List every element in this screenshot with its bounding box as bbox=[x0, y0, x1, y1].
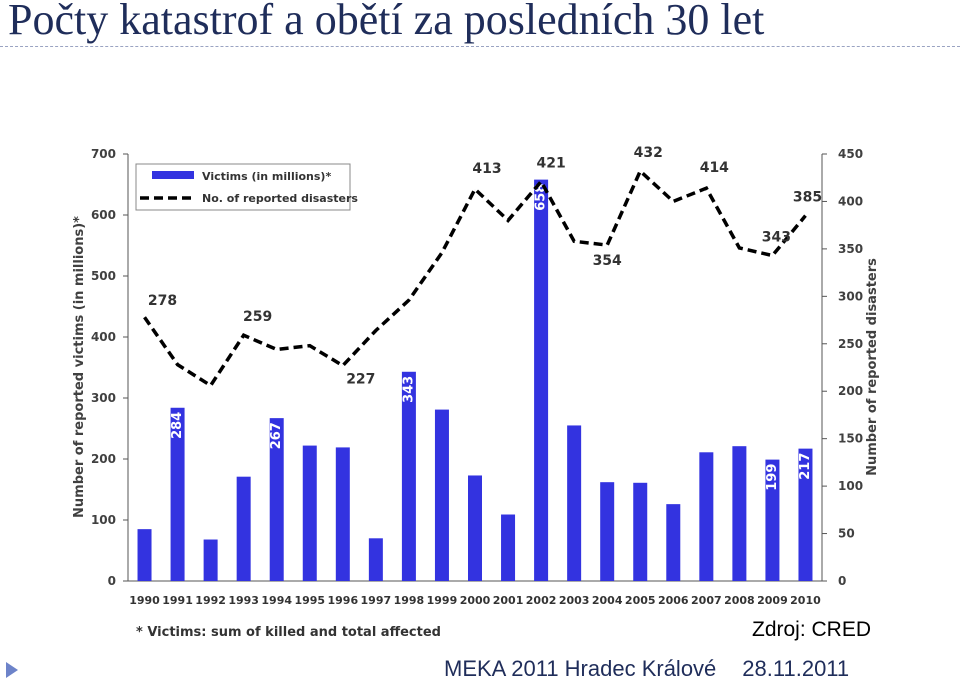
right-tick-label: 100 bbox=[838, 479, 863, 493]
x-tick-label: 2000 bbox=[460, 594, 491, 607]
victims-bar bbox=[434, 409, 449, 581]
left-tick-label: 300 bbox=[91, 391, 116, 405]
left-tick-label: 500 bbox=[91, 269, 116, 283]
left-tick-label: 400 bbox=[91, 330, 116, 344]
victims-data-label: 199 bbox=[765, 464, 780, 491]
x-tick-label: 1996 bbox=[327, 594, 358, 607]
legend-bar-label: Victims (in millions)* bbox=[202, 170, 331, 183]
victims-bar bbox=[699, 452, 714, 581]
right-tick-label: 400 bbox=[838, 194, 863, 208]
victims-bar bbox=[534, 179, 549, 581]
x-tick-label: 1995 bbox=[294, 594, 325, 607]
x-tick-label: 2002 bbox=[526, 594, 557, 607]
legend-line-label: No. of reported disasters bbox=[202, 192, 358, 205]
x-tick-label: 1992 bbox=[195, 594, 226, 607]
victims-bar bbox=[335, 447, 350, 581]
title-divider bbox=[0, 46, 960, 47]
victims-bar bbox=[137, 529, 152, 581]
victims-bar bbox=[368, 538, 383, 581]
left-tick-label: 700 bbox=[91, 147, 116, 161]
x-tick-label: 2008 bbox=[724, 594, 755, 607]
victims-bar bbox=[501, 514, 516, 581]
victims-bar bbox=[732, 446, 747, 581]
x-tick-label: 2010 bbox=[790, 594, 821, 607]
right-tick-label: 200 bbox=[838, 384, 863, 398]
x-tick-label: 1997 bbox=[361, 594, 392, 607]
disasters-data-label: 432 bbox=[634, 145, 663, 161]
disasters-data-label: 385 bbox=[793, 190, 822, 206]
victims-bar bbox=[666, 504, 681, 581]
victims-bar bbox=[798, 448, 813, 581]
x-tick-label: 1994 bbox=[261, 594, 292, 607]
x-tick-label: 1991 bbox=[162, 594, 193, 607]
right-tick-label: 250 bbox=[838, 337, 863, 351]
chart-footnote: * Victims: sum of killed and total affec… bbox=[136, 625, 441, 640]
victims-bar bbox=[468, 475, 482, 581]
victims-bar bbox=[236, 476, 251, 581]
x-tick-label: 1998 bbox=[394, 594, 425, 607]
victims-data-label: 267 bbox=[269, 422, 284, 449]
disasters-data-label: 421 bbox=[536, 156, 565, 172]
x-tick-label: 2003 bbox=[559, 594, 590, 607]
legend-bar-swatch bbox=[152, 171, 194, 179]
footer-date: 28.11.2011 bbox=[742, 656, 850, 681]
left-tick-label: 600 bbox=[91, 208, 116, 222]
footer-event: MEKA 2011 Hradec Králové bbox=[444, 656, 717, 681]
footer: MEKA 2011 Hradec Králové 28.11.2011 bbox=[444, 656, 849, 682]
disasters-data-label: 354 bbox=[593, 253, 622, 269]
left-tick-label: 0 bbox=[108, 574, 116, 588]
disasters-data-label: 278 bbox=[148, 293, 177, 309]
right-tick-label: 150 bbox=[838, 432, 863, 446]
bullet-triangle-icon bbox=[6, 662, 18, 678]
x-tick-label: 2005 bbox=[625, 594, 656, 607]
victims-bar bbox=[269, 418, 284, 581]
victims-data-label: 343 bbox=[401, 376, 416, 403]
victims-bar bbox=[302, 445, 317, 581]
x-tick-label: 2006 bbox=[658, 594, 689, 607]
slide-title: Počty katastrof a obětí za posledních 30… bbox=[8, 0, 765, 44]
victims-bar bbox=[401, 371, 416, 581]
disasters-line bbox=[143, 168, 807, 388]
right-tick-label: 450 bbox=[838, 147, 863, 161]
x-tick-label: 2001 bbox=[493, 594, 524, 607]
left-axis-title: Number of reported victims (in millions)… bbox=[72, 216, 87, 518]
x-tick-label: 2004 bbox=[592, 594, 623, 607]
source-note: Zdroj: CRED bbox=[752, 618, 872, 641]
left-tick-label: 100 bbox=[91, 513, 116, 527]
x-tick-label: 1993 bbox=[228, 594, 259, 607]
disasters-data-label: 343 bbox=[762, 230, 791, 246]
disasters-data-label: 414 bbox=[700, 160, 729, 176]
disasters-data-label: 259 bbox=[243, 309, 272, 325]
right-tick-label: 300 bbox=[838, 289, 863, 303]
victims-data-label: 284 bbox=[170, 412, 185, 439]
right-tick-label: 0 bbox=[838, 574, 846, 588]
victims-bar bbox=[203, 539, 218, 581]
victims-bar bbox=[633, 482, 648, 581]
victims-bar bbox=[170, 407, 185, 581]
left-tick-label: 200 bbox=[91, 452, 116, 466]
victims-bar bbox=[567, 425, 582, 581]
disasters-data-label: 227 bbox=[346, 372, 375, 388]
x-tick-label: 2007 bbox=[691, 594, 722, 607]
right-axis-title: Number of reported disasters bbox=[865, 258, 880, 476]
disasters-data-label: 413 bbox=[472, 161, 501, 177]
victims-bar bbox=[765, 459, 780, 581]
x-tick-label: 1999 bbox=[427, 594, 458, 607]
x-tick-label: 2009 bbox=[757, 594, 788, 607]
victims-bar bbox=[600, 482, 615, 581]
right-tick-label: 50 bbox=[838, 527, 855, 541]
x-tick-label: 1990 bbox=[129, 594, 160, 607]
right-tick-label: 350 bbox=[838, 242, 863, 256]
victims-data-label: 217 bbox=[798, 453, 813, 480]
